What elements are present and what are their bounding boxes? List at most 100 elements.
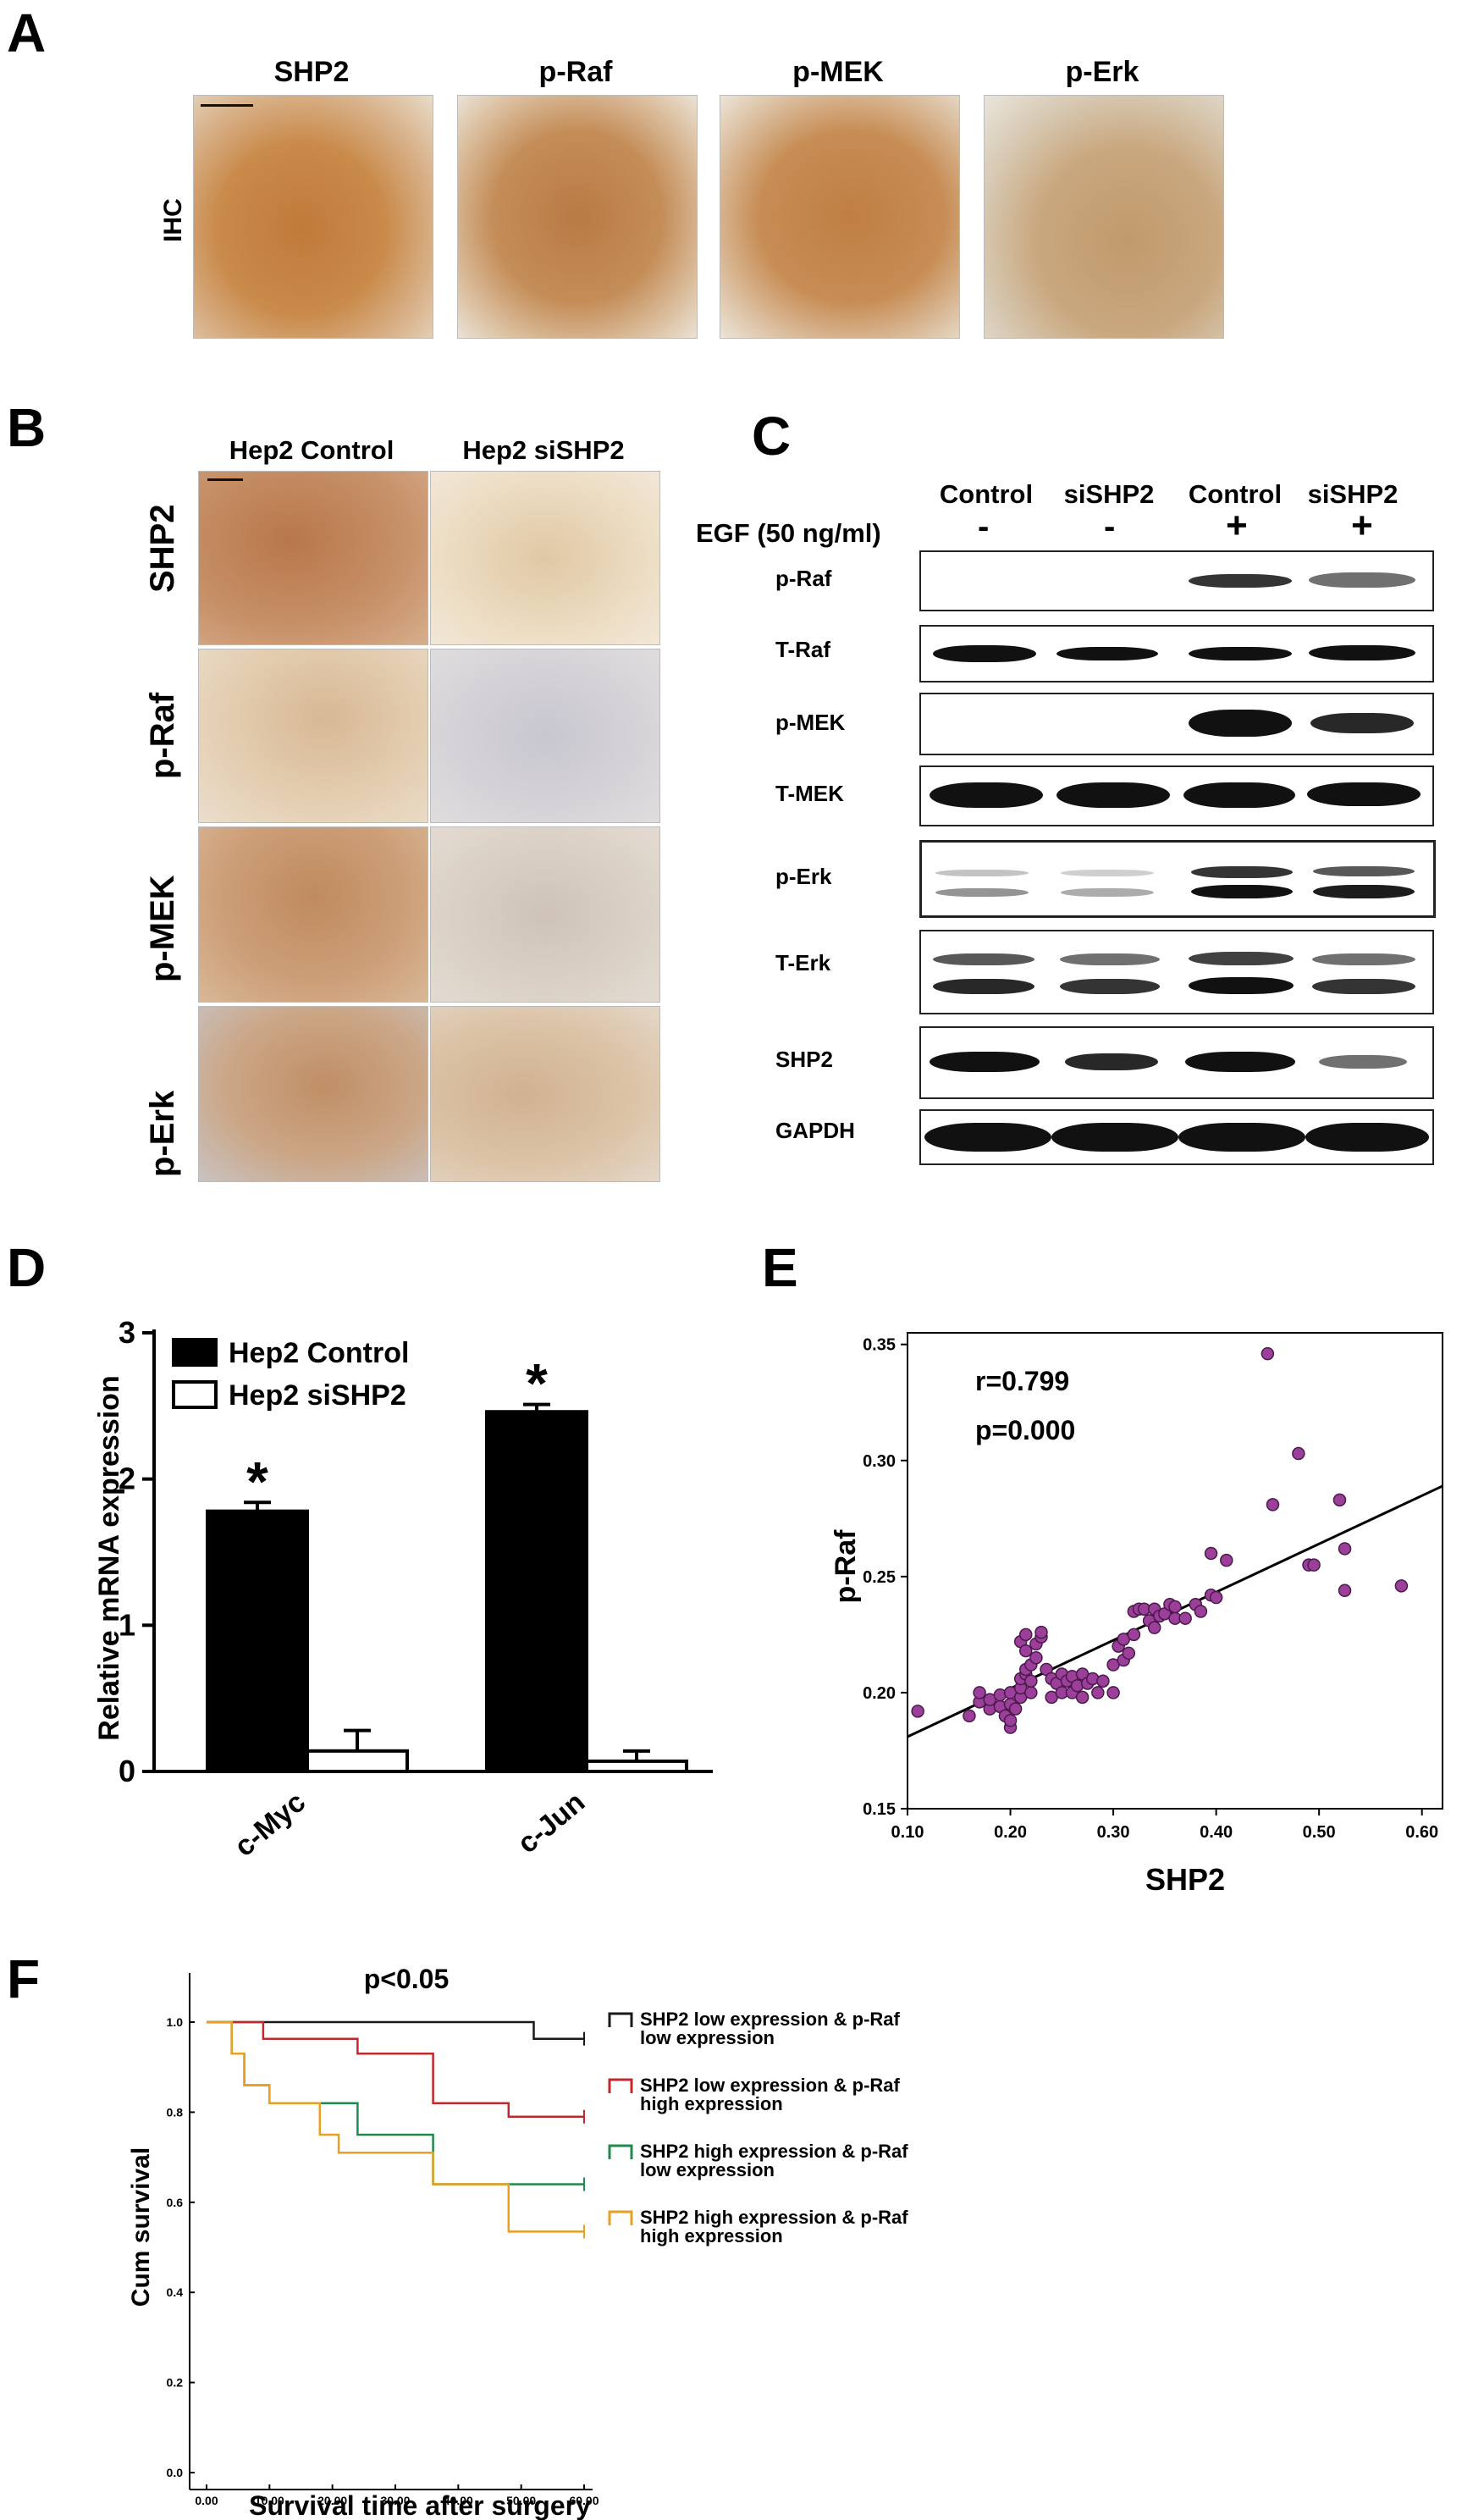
- egf-sign-4: +: [1351, 505, 1373, 546]
- y-tick-label: 0.30: [863, 1452, 896, 1471]
- ihc-image-p-raf: [457, 95, 698, 339]
- data-point: [1292, 1446, 1305, 1461]
- ihc-control-p-raf: [198, 649, 428, 823]
- panel-letter-f: F: [7, 1948, 41, 2009]
- legend-swatch: [608, 2078, 633, 2093]
- blot-band: [1313, 885, 1415, 898]
- legend-swatch: [172, 1380, 218, 1409]
- bar: [206, 1509, 309, 1773]
- panel-letter-e: E: [762, 1237, 798, 1298]
- panel-b-row-shp2: SHP2: [144, 504, 181, 594]
- x-tick-label: 10.00: [255, 2494, 284, 2507]
- y-axis-label: Relative mRNA expression: [93, 1375, 125, 1740]
- blot-band: [1309, 572, 1415, 588]
- egf-sign-1: -: [978, 508, 990, 545]
- blot-band: [1312, 979, 1415, 994]
- data-point: [1220, 1553, 1233, 1567]
- ihc-image-shp2: [193, 95, 433, 339]
- blot-band: [935, 870, 1029, 876]
- blot-band: [930, 782, 1043, 808]
- panel-letter-b: B: [7, 397, 47, 458]
- legend-swatch: [608, 2012, 633, 2027]
- x-tick-label: 0.10: [891, 1823, 924, 1842]
- panel-a-title-p-mek: p-MEK: [792, 56, 884, 88]
- chart-title: p<0.05: [364, 1964, 450, 1994]
- ihc-sishp2-p-raf: [430, 649, 660, 823]
- y-tick-label: 2: [119, 1462, 135, 1496]
- ihc-sishp2-p-erk: [430, 1006, 660, 1182]
- blot-label-shp2: SHP2: [775, 1047, 833, 1072]
- blot-band: [1178, 1123, 1305, 1152]
- x-tick-label: c-Myc: [229, 1786, 312, 1863]
- blot-gapdh: [919, 1109, 1434, 1165]
- ihc-image-p-erk: [984, 95, 1224, 339]
- blot-label-t-erk: T-Erk: [775, 950, 831, 975]
- y-tick-label: 3: [119, 1315, 135, 1350]
- bar: [585, 1759, 688, 1773]
- panel-letter-d: D: [7, 1237, 47, 1298]
- survival-curve: [207, 2020, 584, 2233]
- legend-label: Hep2 Control: [229, 1337, 409, 1369]
- blot-t-erk: [919, 930, 1434, 1014]
- data-point: [1091, 1686, 1105, 1699]
- significance-star: *: [246, 1450, 268, 1512]
- y-tick-label: 0.15: [863, 1800, 896, 1819]
- blot-band: [1189, 977, 1294, 994]
- data-point: [1122, 1646, 1136, 1661]
- blot-label-p-raf: p-Raf: [775, 566, 832, 591]
- x-tick-label: 20.00: [317, 2494, 347, 2507]
- x-axis-label: SHP2: [1145, 1862, 1225, 1897]
- data-point: [1178, 1611, 1192, 1625]
- blot-band: [933, 979, 1034, 994]
- blot-band: [1305, 1123, 1429, 1152]
- data-point: [1019, 1644, 1033, 1658]
- panel-a-title-shp2: SHP2: [273, 56, 350, 88]
- y-tick-label: 0.0: [167, 2466, 184, 2479]
- y-tick-label: 1: [119, 1607, 135, 1642]
- data-point: [1106, 1686, 1120, 1699]
- data-point: [1096, 1674, 1110, 1688]
- blot-band: [1061, 870, 1154, 876]
- blot-p-raf: [919, 550, 1434, 611]
- data-point: [1266, 1498, 1280, 1511]
- data-point: [1019, 1628, 1033, 1642]
- legend-label: SHP2 high expression & p-Raf low expressi…: [640, 2141, 908, 2180]
- legend-label: Hep2 siSHP2: [229, 1379, 406, 1412]
- data-point: [1008, 1702, 1023, 1716]
- survival-curve: [207, 2020, 584, 2118]
- blot-label-p-mek: p-MEK: [775, 710, 846, 735]
- blot-band: [1191, 885, 1293, 898]
- ihc-control-p-mek: [198, 826, 428, 1003]
- panel-c-col-3: Control: [1188, 479, 1283, 509]
- x-tick-label: 0.50: [1303, 1823, 1336, 1842]
- egf-sign-3: +: [1226, 505, 1248, 546]
- annotation-p: p=0.000: [975, 1415, 1075, 1445]
- blot-band: [1189, 574, 1292, 588]
- x-tick-label: 60.00: [569, 2494, 599, 2507]
- blot-band: [1185, 1052, 1295, 1072]
- data-point: [1127, 1628, 1141, 1642]
- data-point: [1338, 1583, 1352, 1598]
- plot-frame: [907, 1332, 1443, 1810]
- blot-t-mek: [919, 765, 1434, 826]
- blot-p-erk: [919, 840, 1436, 918]
- panel-b-col-control: Hep2 Control: [229, 435, 394, 465]
- x-tick-label: 0.60: [1405, 1823, 1438, 1842]
- bar: [485, 1410, 588, 1774]
- x-tick-label: 50.00: [506, 2494, 536, 2507]
- data-point: [1024, 1674, 1038, 1688]
- x-tick-label: 30.00: [380, 2494, 410, 2507]
- data-point: [1003, 1714, 1018, 1727]
- legend-swatch: [608, 2144, 633, 2159]
- bar: [306, 1749, 409, 1773]
- blot-band: [1189, 710, 1292, 737]
- blot-band: [1183, 782, 1295, 808]
- blot-t-raf: [919, 625, 1434, 682]
- data-point: [1034, 1625, 1048, 1639]
- x-tick-label: c-Jun: [511, 1786, 591, 1860]
- legend-label: SHP2 low expression & p-Raf low expressio…: [640, 2009, 901, 2048]
- x-tick-label: 0.30: [1097, 1823, 1130, 1842]
- y-tick-label: 1.0: [167, 2015, 184, 2029]
- legend-swatch: [608, 2210, 633, 2225]
- panel-a-title-p-raf: p-Raf: [538, 56, 613, 88]
